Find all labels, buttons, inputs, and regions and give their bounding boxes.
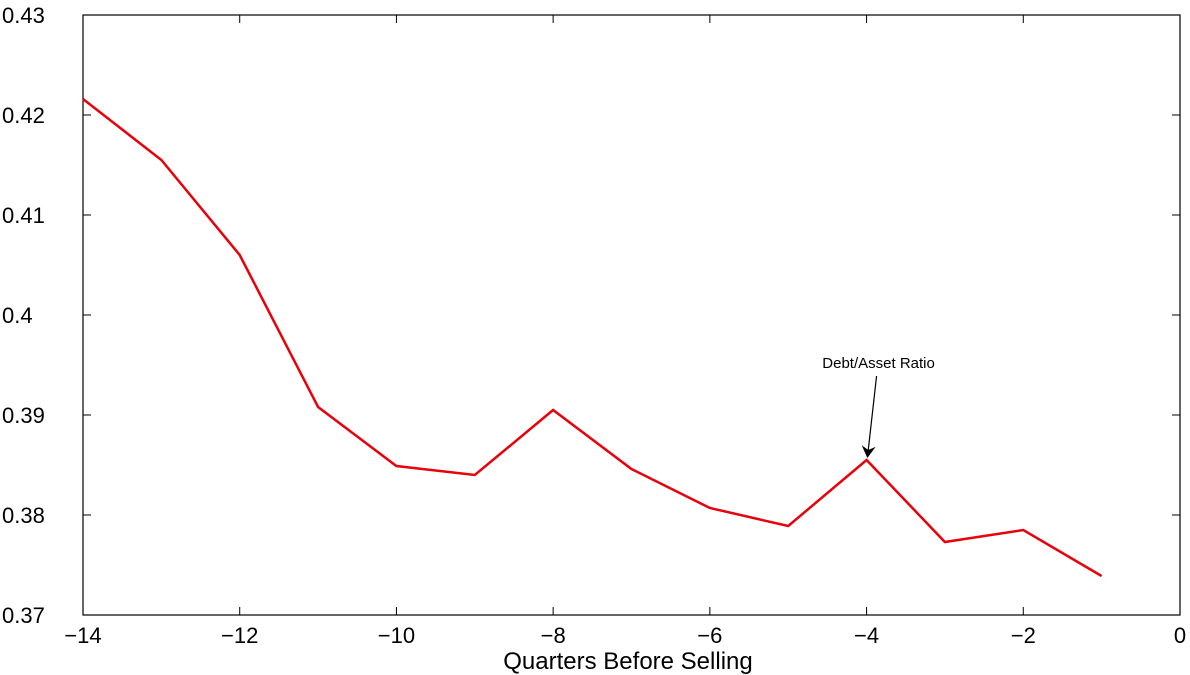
x-tick-label: −12 [221, 623, 258, 648]
y-tick-label: 0.43 [2, 3, 45, 28]
x-tick-label: −6 [697, 623, 722, 648]
x-tick-label: −14 [64, 623, 101, 648]
x-tick-label: −2 [1011, 623, 1036, 648]
annotation-label: Debt/Asset Ratio [822, 355, 935, 372]
x-tick-label: −8 [541, 623, 566, 648]
y-tick-label: 0.38 [2, 503, 45, 528]
x-tick-label: 0 [1174, 623, 1186, 648]
x-tick-label: −10 [378, 623, 415, 648]
y-tick-label: 0.39 [2, 403, 45, 428]
axes-frame [82, 14, 1181, 616]
y-tick-label: 0.4 [2, 303, 33, 328]
plot-area: −14 −12 −10 −8 −6 −4 −2 0 0.37 0.38 0.39 0.4 0.41 0.4… [2, 3, 1186, 648]
y-tick-label: 0.37 [2, 603, 45, 628]
x-tick-label: −4 [854, 623, 879, 648]
y-tick-label: 0.42 [2, 103, 45, 128]
series-line [82, 98, 1103, 578]
x-axis-label: Quarters Before Selling [503, 648, 752, 675]
annotation-arrow [861, 375, 878, 458]
y-tick-label: 0.41 [2, 203, 45, 228]
